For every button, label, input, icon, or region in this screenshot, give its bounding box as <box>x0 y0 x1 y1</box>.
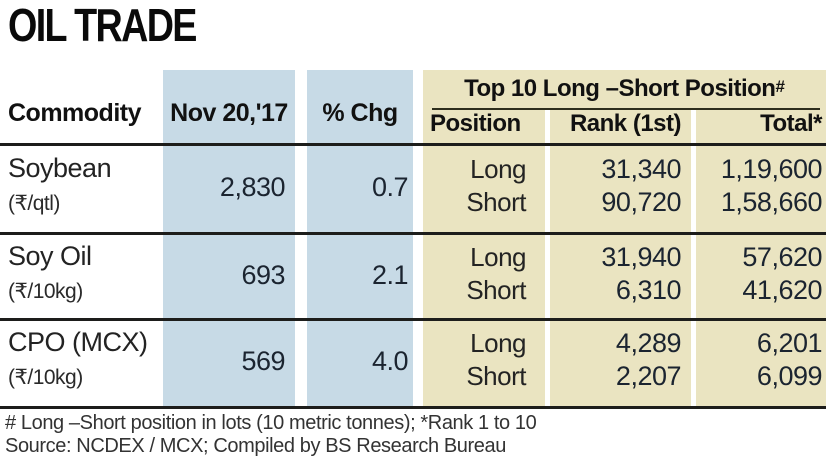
total-long-value: 6,201 <box>756 328 823 358</box>
position-label-long: Long <box>470 328 526 358</box>
group-header-footnote-mark: # <box>775 77 785 96</box>
group-header-top10-long-short: Top 10 Long –Short Position# <box>423 76 826 101</box>
group-header-text: Top 10 Long –Short Position <box>464 75 776 102</box>
position-label-short: Short <box>466 187 526 217</box>
rank-long-value: 4,289 <box>615 328 682 358</box>
price-value: 569 <box>241 346 285 376</box>
total-short-value: 41,620 <box>742 275 822 305</box>
price-value: 693 <box>241 260 285 290</box>
price-value: 2,830 <box>219 172 286 202</box>
commodity-name: Soybean <box>8 153 112 183</box>
position-label-short: Short <box>466 361 526 391</box>
bottom-rule <box>0 406 826 409</box>
subcol-header-position: Position <box>430 110 521 137</box>
commodity-unit: (₹/qtl) <box>8 192 60 215</box>
position-label-short: Short <box>466 275 526 305</box>
table-row-soybean: Soybean (₹/qtl) 2,830 0.7 Long Short 31,… <box>0 147 826 232</box>
long-short-section-background <box>423 70 826 407</box>
commodity-name: Soy Oil <box>8 241 92 271</box>
tan-column-divider-2 <box>691 110 696 407</box>
commodity-name: CPO (MCX) <box>8 327 148 357</box>
rank-long-value: 31,340 <box>601 154 681 184</box>
table-row-soy-oil: Soy Oil (₹/10kg) 693 2.1 Long Short 31,9… <box>0 235 826 320</box>
pct-chg-value: 2.1 <box>371 260 409 290</box>
tan-column-divider-1 <box>545 110 550 407</box>
total-short-value: 1,58,660 <box>720 187 823 217</box>
total-long-value: 1,19,600 <box>720 154 823 184</box>
col-header-commodity: Commodity <box>8 99 142 127</box>
group-header-underline <box>432 108 820 110</box>
header-rule <box>0 143 826 146</box>
position-label-long: Long <box>470 154 526 184</box>
footnote-definition: # Long –Short position in lots (10 metri… <box>5 412 537 434</box>
rank-short-value: 6,310 <box>615 275 682 305</box>
table-row-cpo-mcx: CPO (MCX) (₹/10kg) 569 4.0 Long Short 4,… <box>0 321 826 406</box>
col-header-date: Nov 20,'17 <box>170 99 288 127</box>
row-rule-1 <box>0 232 826 235</box>
date-column-background <box>163 70 295 407</box>
footnote-source: Source: NCDEX / MCX; Compiled by BS Rese… <box>5 435 506 457</box>
total-short-value: 6,099 <box>756 361 823 391</box>
rank-short-value: 90,720 <box>601 187 681 217</box>
total-long-value: 57,620 <box>742 242 822 272</box>
pct-chg-value: 4.0 <box>371 346 409 376</box>
footnotes: # Long –Short position in lots (10 metri… <box>5 412 537 458</box>
commodity-unit: (₹/10kg) <box>8 280 83 303</box>
subcol-header-rank: Rank (1st) <box>569 110 682 137</box>
rank-long-value: 31,940 <box>601 242 681 272</box>
subcol-header-total: Total* <box>760 110 822 137</box>
commodity-unit: (₹/10kg) <box>8 366 83 389</box>
rank-short-value: 2,207 <box>615 361 682 391</box>
page-title: OIL TRADE <box>8 0 197 51</box>
col-header-pct-chg: % Chg <box>322 99 398 127</box>
row-rule-2 <box>0 318 826 321</box>
chg-column-background <box>307 70 413 407</box>
position-label-long: Long <box>470 242 526 272</box>
pct-chg-value: 0.7 <box>371 172 409 202</box>
